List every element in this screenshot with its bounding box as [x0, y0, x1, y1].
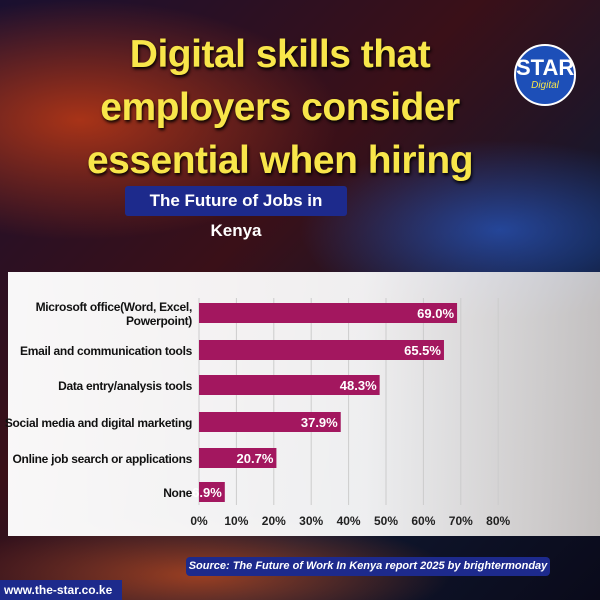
x-tick-label: 10% — [224, 514, 248, 528]
logo-subtext: Digital — [531, 80, 559, 91]
headline-line: Digital skills that — [129, 33, 431, 76]
x-tick-label: 70% — [449, 514, 473, 528]
bar — [199, 303, 458, 323]
data-label: 6.9% — [192, 485, 222, 500]
data-label: 69.0% — [417, 306, 454, 321]
category-label: Data entry/analysis tools — [58, 379, 193, 393]
x-tick-label: 40% — [337, 514, 361, 528]
x-tick-label: 0% — [190, 514, 208, 528]
category-label: Powerpoint) — [126, 314, 192, 328]
x-tick-label: 60% — [411, 514, 435, 528]
website-url: www.the-star.co.ke — [0, 580, 122, 600]
x-tick-label: 80% — [486, 514, 510, 528]
data-label: 37.9% — [301, 415, 338, 430]
x-tick-label: 30% — [299, 514, 323, 528]
bar — [199, 482, 225, 502]
bar — [199, 448, 277, 468]
logo-text: STAR — [516, 55, 575, 80]
headline: Digital skills that employers consider e… — [0, 28, 560, 187]
source-note: Source: The Future of Work In Kenya repo… — [186, 557, 550, 576]
x-tick-label: 20% — [262, 514, 286, 528]
subtitle: The Future of Jobs in Kenya — [125, 186, 347, 240]
bar — [199, 340, 444, 360]
category-label: None — [163, 486, 192, 500]
star-digital-logo: STAR Digital — [514, 44, 576, 106]
bar — [199, 412, 341, 432]
data-label: 20.7% — [237, 451, 274, 466]
headline-line: employers consider — [100, 86, 460, 129]
category-label: Online job search or applications — [13, 452, 193, 466]
category-label: Social media and digital marketing — [5, 416, 192, 430]
bar — [199, 375, 380, 395]
data-label: 48.3% — [340, 378, 377, 393]
headline-line: essential when hiring — [86, 139, 474, 182]
x-tick-label: 50% — [374, 514, 398, 528]
category-label: Microsoft office(Word, Excel, — [36, 300, 192, 314]
category-label: Email and communication tools — [20, 344, 193, 358]
data-label: 65.5% — [404, 343, 441, 358]
